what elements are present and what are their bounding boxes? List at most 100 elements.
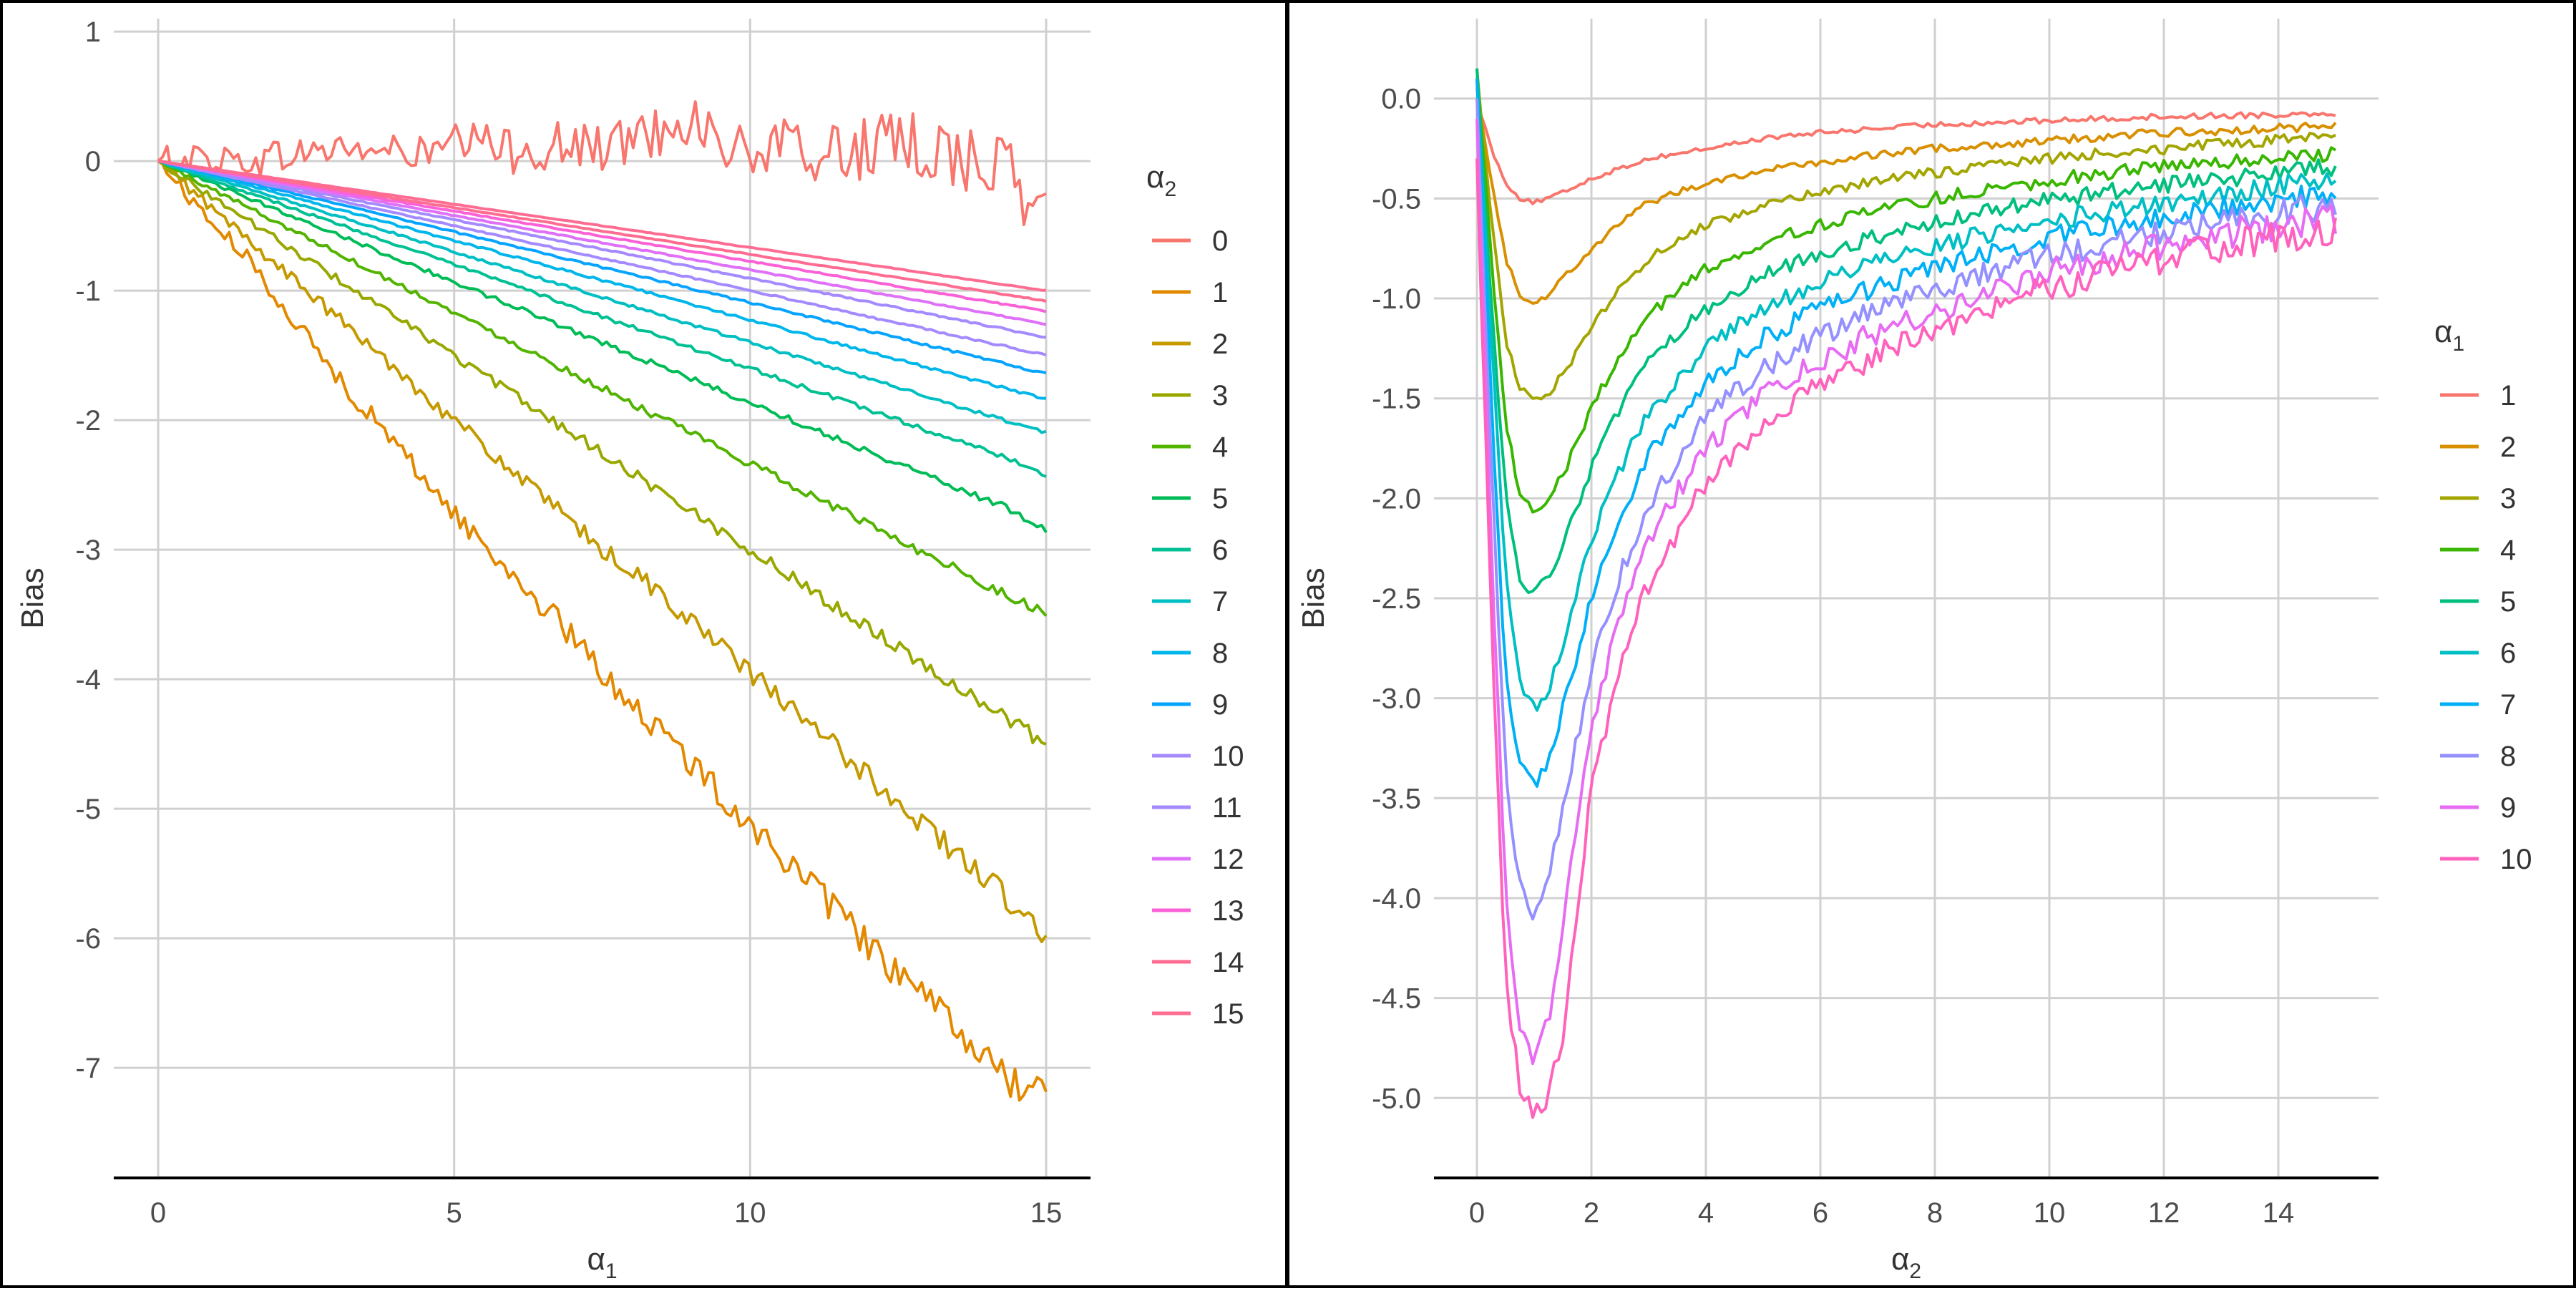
series-line-5 bbox=[157, 160, 1048, 533]
legend-title-sub: 2 bbox=[1164, 177, 1176, 201]
y-tick-label: -0.5 bbox=[1372, 183, 1421, 215]
y-tick-label: 0 bbox=[85, 146, 101, 177]
y-tick-label: -3.5 bbox=[1372, 783, 1421, 814]
series-line-1 bbox=[157, 160, 1048, 1102]
series-line-8 bbox=[1475, 98, 2337, 921]
x-axis-title-sub: 1 bbox=[605, 1260, 618, 1283]
y-tick-label: -4.5 bbox=[1372, 983, 1421, 1015]
y-tick-label: -3.0 bbox=[1372, 683, 1421, 715]
series-line-0 bbox=[157, 100, 1047, 226]
series-line-2 bbox=[1475, 88, 2337, 305]
legend-label-10: 10 bbox=[2500, 844, 2532, 875]
y-tick-label: -1 bbox=[75, 276, 101, 307]
series-line-13 bbox=[157, 160, 1047, 313]
x-axis-title-sub: 2 bbox=[1909, 1260, 1921, 1283]
legend-label-2: 2 bbox=[2500, 432, 2516, 463]
x-tick-label: 12 bbox=[2148, 1197, 2180, 1229]
legend-label-5: 5 bbox=[2500, 586, 2516, 618]
y-tick-label: -1.0 bbox=[1372, 283, 1421, 315]
right-chart: 0.0 -0.5 -1.0 -1.5 -2.0 -2.5 -3.0 -3.5 -4.0 -4.5 -… bbox=[1296, 19, 2532, 1283]
series-line-14 bbox=[157, 160, 1047, 303]
legend-label-9: 9 bbox=[2500, 792, 2516, 824]
series-line-10 bbox=[157, 160, 1047, 357]
series-line-3 bbox=[157, 160, 1047, 746]
y-tick-label: 0.0 bbox=[1381, 84, 1421, 115]
series-line-8 bbox=[157, 160, 1047, 400]
legend-title-main: α bbox=[1146, 160, 1164, 195]
x-tick-label: 6 bbox=[1813, 1197, 1828, 1229]
x-tick-label: 15 bbox=[1030, 1197, 1063, 1229]
legend-label-14: 14 bbox=[1212, 947, 1244, 978]
legend-label-15: 15 bbox=[1212, 998, 1244, 1030]
legend-label-4: 4 bbox=[1212, 432, 1228, 463]
series-line-3 bbox=[1475, 68, 2336, 401]
series-line-9 bbox=[1475, 118, 2337, 1066]
right-panel: 0.0 -0.5 -1.0 -1.5 -2.0 -2.5 -3.0 -3.5 -4.0 -4.5 -… bbox=[1287, 0, 2576, 1288]
x-tick-label: 2 bbox=[1584, 1197, 1599, 1229]
legend-label-1: 1 bbox=[1212, 277, 1228, 308]
series-line-7 bbox=[157, 160, 1047, 434]
legend-label-0: 0 bbox=[1212, 225, 1228, 257]
y-tick-label: -5 bbox=[75, 794, 101, 825]
series-line-10 bbox=[1475, 158, 2337, 1119]
x-axis-title: α1 bbox=[587, 1242, 617, 1283]
legend-label-7: 7 bbox=[2500, 689, 2516, 721]
y-tick-label: -1.5 bbox=[1372, 384, 1421, 415]
y-tick-label: 1 bbox=[85, 16, 101, 48]
legend-label-13: 13 bbox=[1212, 895, 1244, 927]
series-line-2 bbox=[157, 160, 1048, 943]
legend-label-8: 8 bbox=[1212, 638, 1228, 669]
y-tick-label: -2.5 bbox=[1372, 583, 1421, 615]
y-tick-label: -4.0 bbox=[1372, 883, 1421, 915]
legend-title-sub: 1 bbox=[2452, 332, 2464, 356]
series-line-4 bbox=[1475, 68, 2337, 514]
series-line-7 bbox=[1475, 78, 2337, 788]
x-tick-label: 0 bbox=[150, 1197, 166, 1229]
legend-label-9: 9 bbox=[1212, 689, 1228, 721]
x-axis-title: α2 bbox=[1891, 1242, 1921, 1283]
legend-label-6: 6 bbox=[2500, 638, 2516, 669]
y-tick-label: -4 bbox=[75, 664, 101, 696]
left-panel: 1 0 -1 -2 -3 -4 -5 -6 -7 0 5 10 15 α1 Bias α2 0 1 2 3 4 5 6 7 8 9… bbox=[0, 0, 1288, 1288]
y-tick-label: -2.0 bbox=[1372, 483, 1421, 515]
x-tick-label: 10 bbox=[2034, 1197, 2066, 1229]
left-chart: 10-1-2-3-4-5-6-70 5 10 15α1Biasα20123456789… bbox=[15, 16, 1244, 1283]
legend-label-2: 2 bbox=[1212, 328, 1228, 360]
x-axis-title-main: α bbox=[587, 1242, 605, 1277]
series-line-11 bbox=[157, 160, 1047, 339]
legend-label-7: 7 bbox=[1212, 586, 1228, 618]
y-axis-title: Bias bbox=[1296, 567, 1331, 629]
legend-label-1: 1 bbox=[2500, 380, 2516, 411]
legend-label-5: 5 bbox=[1212, 483, 1228, 515]
legend-label-4: 4 bbox=[2500, 535, 2516, 566]
x-tick-label: 10 bbox=[734, 1197, 766, 1229]
y-tick-label: -7 bbox=[75, 1053, 101, 1084]
series-line-6 bbox=[1475, 78, 2337, 712]
y-tick-label: -2 bbox=[75, 405, 101, 437]
y-tick-label: -6 bbox=[75, 923, 101, 955]
x-tick-label: 8 bbox=[1927, 1197, 1943, 1229]
legend-label-12: 12 bbox=[1212, 844, 1244, 875]
legend-title-main: α bbox=[2434, 314, 2452, 349]
series-line-5 bbox=[1475, 68, 2337, 595]
legend-title: α2 bbox=[1146, 160, 1176, 201]
legend-label-11: 11 bbox=[1212, 792, 1242, 824]
legend-title: α1 bbox=[2434, 314, 2464, 356]
x-tick-label: 14 bbox=[2263, 1197, 2295, 1229]
legend-label-3: 3 bbox=[2500, 483, 2516, 515]
series-line-12 bbox=[157, 160, 1047, 326]
y-tick-label: -3 bbox=[75, 535, 101, 566]
series-line-9 bbox=[157, 160, 1047, 375]
series-line-6 bbox=[157, 160, 1047, 478]
series-line-1 bbox=[1475, 98, 2336, 205]
legend-label-10: 10 bbox=[1212, 741, 1244, 772]
legend-label-3: 3 bbox=[1212, 380, 1228, 411]
series-line-15 bbox=[157, 160, 1047, 292]
y-axis-title: Bias bbox=[15, 567, 50, 629]
x-tick-label: 5 bbox=[447, 1197, 462, 1229]
x-tick-label: 0 bbox=[1469, 1197, 1485, 1229]
series-line-4 bbox=[157, 160, 1048, 618]
x-tick-label: 4 bbox=[1698, 1197, 1714, 1229]
legend-label-6: 6 bbox=[1212, 535, 1228, 566]
